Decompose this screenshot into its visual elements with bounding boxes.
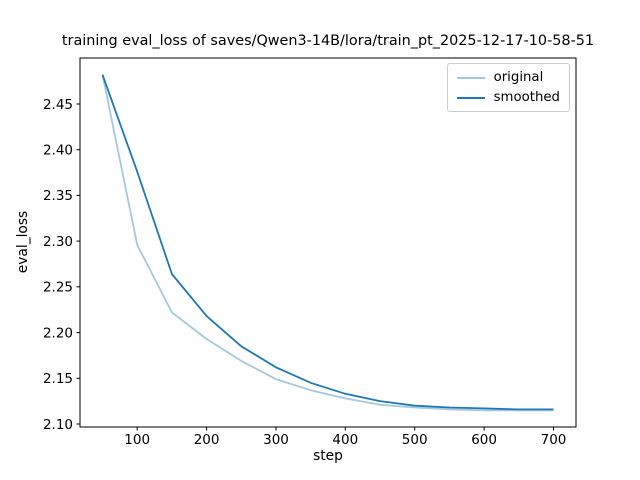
plot-border (79, 57, 577, 428)
y-tick-label: 2.35 (43, 188, 73, 204)
smoothed-line-swatch (456, 96, 485, 99)
x-tick-label: 700 (541, 432, 567, 448)
legend-label-smoothed: smoothed (493, 90, 560, 105)
y-tick-label: 2.45 (43, 97, 73, 113)
smoothed-line (101, 74, 554, 411)
y-axis-label: eval_loss (15, 210, 31, 274)
x-tick-label: 300 (263, 432, 289, 448)
y-tick-label: 2.20 (43, 325, 73, 341)
x-tick-label: 400 (332, 432, 358, 448)
y-tick-label: 2.10 (43, 417, 73, 433)
x-tick-label: 500 (402, 432, 428, 448)
y-tick-label: 2.15 (43, 371, 73, 387)
legend: original smoothed (446, 63, 570, 112)
y-tick-label: 2.30 (43, 234, 73, 250)
y-tick-label: 2.25 (43, 280, 73, 296)
x-tick-label: 200 (194, 432, 220, 448)
original-line-swatch (456, 76, 485, 79)
chart-title: training eval_loss of saves/Qwen3-14B/lo… (61, 33, 595, 49)
legend-item-original: original (456, 70, 560, 85)
legend-label-original: original (493, 70, 544, 85)
original-line (101, 74, 554, 412)
y-tick-label: 2.40 (43, 143, 73, 159)
x-tick-label: 600 (471, 432, 497, 448)
x-axis-label: step (313, 448, 343, 464)
legend-item-smoothed: smoothed (456, 90, 560, 105)
x-tick-label: 100 (124, 432, 150, 448)
